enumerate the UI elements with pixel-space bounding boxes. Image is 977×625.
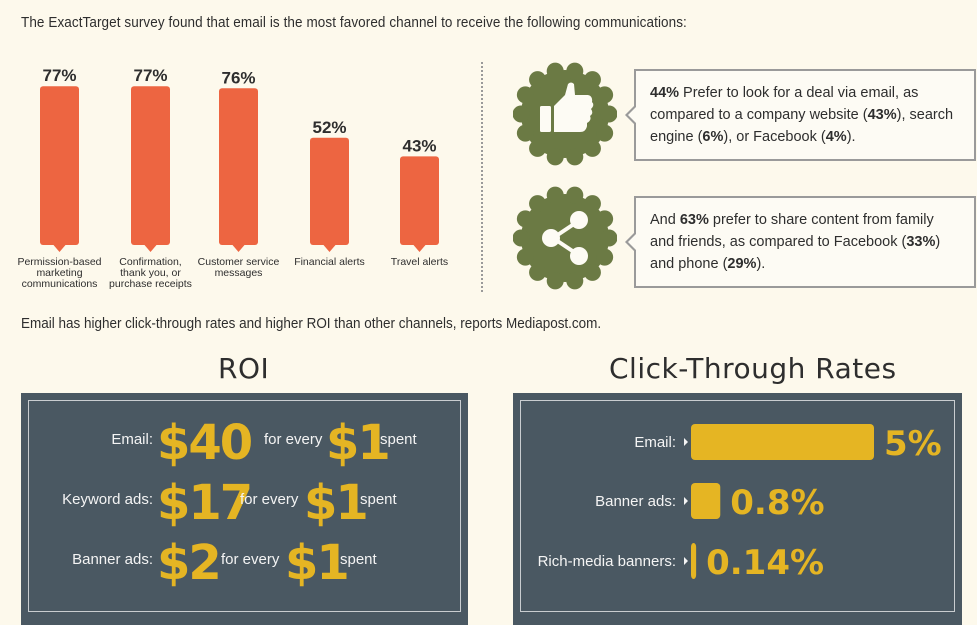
roi-row-keyword-ads: Keyword ads: $17 for every $1 spent (21, 473, 468, 533)
category-label: Travel alerts (391, 256, 448, 268)
roi-panel: Email: $40 for every $1 spent Keyword ad… (21, 393, 468, 625)
category-label: Confirmation, thank you, or purchase recei… (109, 256, 192, 290)
bar-pointer (144, 245, 157, 252)
roi-panel-border (28, 400, 461, 612)
callout-stat: 63% (679, 212, 709, 228)
callout-text: engine ( (650, 129, 703, 145)
callout-line: and phone (29%). (650, 253, 960, 275)
roi-row-email: Email: $40 for every $1 spent (21, 413, 468, 473)
callout-stat: 6% (702, 129, 724, 145)
vertical-divider (481, 62, 483, 292)
callout-share-content: And 63% prefer to share content from fam… (625, 196, 976, 288)
bar-value-label: 76% (221, 68, 255, 87)
roi-amount: $17 (157, 475, 253, 531)
callout-text: Prefer to look for a deal via email, as (679, 85, 919, 101)
callout-stat: 4% (825, 129, 847, 145)
ctr-pointer (684, 438, 688, 446)
roi-label: Keyword ads: (62, 491, 153, 508)
roi-amount: $40 (157, 415, 253, 471)
callout-text: ), search (896, 107, 954, 123)
ctr-bar (691, 424, 874, 460)
bar-pointer (323, 245, 336, 252)
callout-text: and phone ( (650, 256, 728, 272)
bar-value-label: 52% (312, 118, 346, 137)
callout-stat: 29% (727, 256, 757, 272)
thumbs-up-icon (513, 62, 617, 166)
bar-value-label: 77% (42, 66, 76, 85)
ctr-category-label: Banner ads: (595, 493, 676, 510)
share-icon (513, 186, 617, 290)
roi-unit: $1 (304, 475, 369, 531)
roi-for-every: for every (264, 431, 323, 448)
callout-text: And (650, 212, 680, 228)
roi-spent: spent (340, 551, 377, 568)
communications-bar-chart: 77% Permission-based marketing communicatio… (17, 66, 448, 290)
callout-text: ) (935, 234, 941, 250)
intro-text: The ExactTarget survey found that email … (21, 15, 687, 31)
callout-stat: 43% (867, 107, 897, 123)
callout-stat: 44% (650, 85, 680, 101)
category-label: Customer service messages (198, 256, 280, 279)
callout-stat: 33% (906, 234, 936, 250)
callout-text: ). (846, 129, 856, 145)
bar (131, 86, 170, 245)
ctr-value-label: 5% (884, 424, 942, 464)
ctr-bar (691, 543, 697, 579)
roi-unit: $1 (285, 535, 350, 591)
ctr-panel-border (520, 400, 955, 612)
callout-text: prefer to share content from family (708, 212, 934, 228)
callout-text: and friends, as compared to Facebook ( (650, 234, 907, 250)
roi-for-every: for every (221, 551, 280, 568)
ctr-value-label: 0.14% (706, 543, 824, 583)
roi-spent: spent (360, 491, 397, 508)
ctr-bar (691, 483, 721, 519)
ctr-pointer (684, 497, 688, 505)
callout-line: And 63% prefer to share content from fam… (650, 209, 960, 231)
callout-line: 44% Prefer to look for a deal via email,… (650, 82, 960, 104)
ctr-category-label: Email: (634, 434, 676, 451)
roi-unit: $1 (326, 415, 391, 471)
callout-line: and friends, as compared to Facebook (33… (650, 231, 960, 253)
bar-value-label: 43% (402, 136, 436, 155)
ctr-category-label: Rich-media banners: (538, 553, 676, 570)
bar (400, 156, 439, 245)
category-label: Financial alerts (294, 256, 365, 268)
bar (40, 86, 79, 245)
ctr-title: Click-Through Rates (609, 352, 897, 385)
click-through-rates-chart: Email: 5% Banner ads: 0.8% Rich-media banner… (538, 424, 942, 583)
callout-line: engine (6%), or Facebook (4%). (650, 126, 960, 148)
ctr-pointer (684, 557, 688, 565)
ctr-panel: Email: 5% Banner ads: 0.8% Rich-media banner… (513, 393, 962, 625)
roi-for-every: for every (240, 491, 299, 508)
bar-pointer (232, 245, 245, 252)
roi-amount: $2 (157, 535, 222, 591)
category-label: Permission-based marketing communications (17, 256, 101, 290)
callout-text: compared to a company website ( (650, 107, 868, 123)
callout-deal-via-email: 44% Prefer to look for a deal via email,… (625, 69, 976, 161)
callout-text: ), or Facebook ( (723, 129, 826, 145)
roi-title: ROI (218, 352, 270, 385)
callout-line: compared to a company website (43%), sea… (650, 104, 960, 126)
bar (310, 137, 349, 245)
roi-label: Email: (111, 431, 153, 448)
mid-text: Email has higher click-through rates and… (21, 316, 602, 332)
callout-text: ). (756, 256, 766, 272)
roi-spent: spent (380, 431, 417, 448)
bar-value-label: 77% (133, 66, 167, 85)
roi-row-banner-ads: Banner ads: $2 for every $1 spent (21, 533, 468, 593)
bar (219, 88, 258, 245)
ctr-value-label: 0.8% (730, 483, 824, 523)
roi-label: Banner ads: (72, 551, 153, 568)
bar-pointer (413, 245, 426, 252)
bar-pointer (53, 245, 66, 252)
